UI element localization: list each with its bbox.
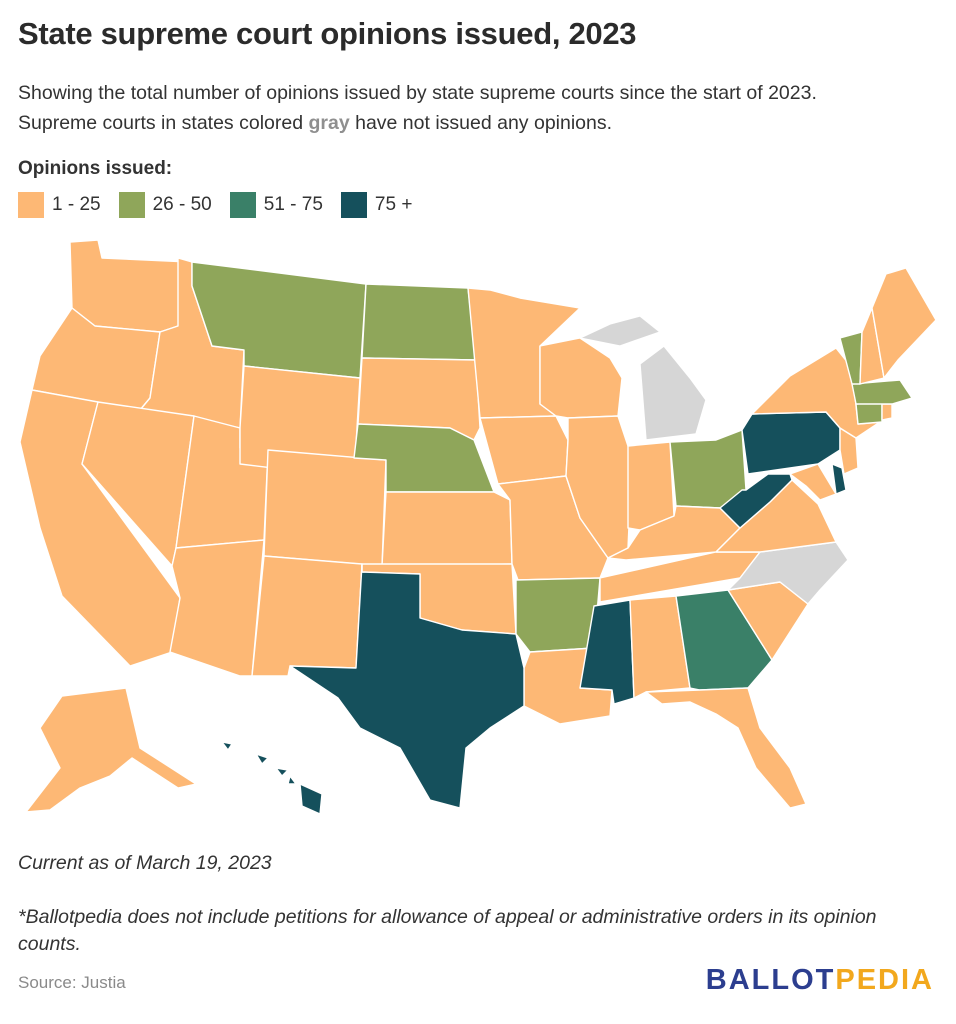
legend: 1 - 25 26 - 50 51 - 75 75 + [18, 192, 430, 218]
state-al[interactable] [629, 595, 691, 699]
state-in[interactable] [627, 441, 675, 531]
state-pa[interactable] [741, 411, 841, 475]
state-ma[interactable] [851, 379, 913, 405]
state-fl[interactable] [645, 687, 807, 809]
legend-swatch [118, 192, 145, 218]
state-wa[interactable] [69, 239, 191, 333]
legend-swatch [340, 192, 367, 218]
us-choropleth-map [19, 239, 937, 815]
state-ky[interactable] [607, 505, 741, 561]
chart-title: State supreme court opinions issued, 202… [18, 16, 637, 51]
state-ks[interactable] [381, 491, 513, 567]
state-ct[interactable] [855, 401, 883, 425]
legend-swatch [229, 192, 256, 218]
legend-swatch [18, 192, 44, 218]
footnote: *Ballotpedia does not include petitions … [18, 906, 877, 955]
legend-item-51-75: 51 - 75 [229, 192, 323, 218]
source: Source: Justia [18, 973, 126, 992]
state-co[interactable] [263, 449, 387, 567]
state-ak[interactable] [25, 687, 197, 813]
legend-item-1-25: 1 - 25 [18, 192, 101, 218]
state-de[interactable] [831, 463, 847, 495]
chart-subtitle: Showing the total number of opinions iss… [18, 78, 948, 138]
legend-item-75-plus: 75 + [340, 192, 413, 218]
legend-title: Opinions issued: [18, 158, 173, 179]
subtitle-line-1: Showing the total number of opinions iss… [18, 82, 817, 104]
state-hi[interactable] [221, 741, 323, 815]
state-nd[interactable] [361, 283, 477, 361]
state-wv[interactable] [719, 473, 793, 529]
state-wi[interactable] [539, 337, 623, 419]
state-me[interactable] [871, 267, 937, 379]
ballotpedia-logo: BALLOTPEDIA [705, 964, 934, 996]
current-as-of: Current as of March 19, 2023 [18, 852, 272, 874]
subtitle-line-2: Supreme courts in states colored gray ha… [18, 112, 613, 134]
legend-label: 1 - 25 [52, 194, 101, 215]
gray-keyword: gray [308, 112, 350, 134]
state-tx[interactable] [289, 563, 525, 809]
legend-label: 26 - 50 [152, 194, 212, 215]
state-az[interactable] [169, 539, 265, 677]
state-ri[interactable] [881, 403, 893, 421]
legend-item-26-50: 26 - 50 [118, 192, 212, 218]
state-md[interactable] [789, 463, 837, 501]
state-ia[interactable] [479, 415, 569, 485]
state-nm[interactable] [251, 555, 363, 677]
legend-label: 75 + [374, 194, 413, 215]
legend-label: 51 - 75 [263, 194, 323, 215]
state-mi[interactable] [579, 315, 707, 441]
